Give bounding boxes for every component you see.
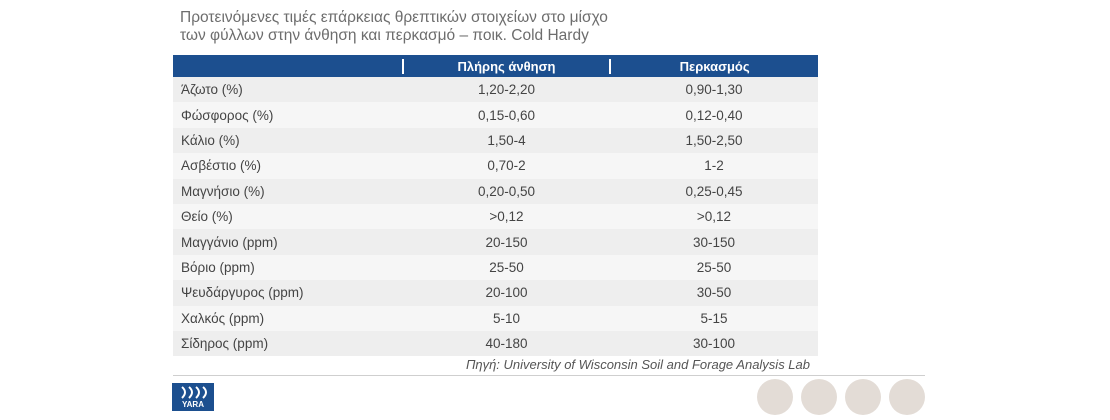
table-row: Χαλκός (ppm) 5-10 5-15 [173,305,818,331]
table-row: Μαγγάνιο (ppm) 20-150 30-150 [173,229,818,255]
row-label: Φώσφορος (%) [181,107,274,123]
cell: 1,50-2,50 [685,132,743,148]
table-row: Άζωτο (%) 1,20-2,20 0,90-1,30 [173,77,818,103]
logo: YARA [172,383,214,411]
row-label: Ασβέστιο (%) [181,158,262,174]
table-header: Πλήρης άνθηση Περκασμός [173,55,818,77]
divider [173,375,925,376]
title: Προτεινόμενες τιμές επάρκειας θρεπτικών … [180,9,820,45]
table-body: Άζωτο (%) 1,20-2,20 0,90-1,30 Φώσφορος (%) 0… [173,77,818,357]
row-label: Σίδηρος (ppm) [181,336,269,352]
cell: 1,20-2,20 [477,82,536,98]
cell: 30-150 [692,234,736,250]
cell: 25-50 [489,259,524,275]
table-row: Βόριο (ppm) 25-50 25-50 [173,254,818,281]
cell: >0,12 [489,209,524,225]
row-label: Ψευδάργυρος (ppm) [181,285,304,301]
cell: 5-15 [700,310,728,326]
cell: 0,20-0,50 [477,183,536,199]
cell: 0,70-2 [487,158,526,174]
nav-dot[interactable] [757,379,793,415]
cell: 30-50 [696,285,732,301]
cell: 30-100 [692,336,736,352]
cell: 5-10 [492,310,521,326]
cell: 1,50-4 [487,132,526,148]
title-line: Προτεινόμενες τιμές επάρκειας θρεπτικών … [180,9,608,26]
cell: 0,25-0,45 [685,183,743,199]
row-label: Βόριο (ppm) [181,259,255,275]
nav-dot[interactable] [845,379,881,415]
cell: 1-2 [704,158,724,174]
logo-text: YARA [182,400,204,409]
cell: 25-50 [696,259,732,275]
cell: 20-150 [485,234,528,250]
row-label: Κάλιο (%) [181,132,240,148]
header-cell: Περκασμός [609,58,818,74]
cell: 0,90-1,30 [685,82,743,98]
row-label: Μαγνήσιο (%) [181,183,265,199]
row-label: Μαγγάνιο (ppm) [181,234,278,250]
cell: 0,12-0,40 [685,107,743,123]
table: Πλήρης άνθηση Περκασμός Άζωτο (%) 1,20-2,… [173,55,818,357]
cell: 20-100 [485,285,528,301]
source: Πηγή: University of Wisconsin Soil and F… [465,357,810,372]
row-label: Χαλκός (ppm) [181,310,265,326]
table-row: Ψευδάργυρος (ppm) 20-100 30-50 [173,280,818,306]
nav-dot[interactable] [889,379,925,415]
table-row: Θείο (%) >0,12 >0,12 [173,203,818,230]
nav-dot[interactable] [801,379,837,415]
table-row: Ασβέστιο (%) 0,70-2 1-2 [173,153,818,179]
cell: 40-180 [485,336,528,352]
cell: 0,15-0,60 [477,107,536,123]
row-label: Θείο (%) [181,209,233,225]
title-line: των φύλλων στην άνθηση και περκασμό – πο… [180,27,589,44]
table-row: Κάλιο (%) 1,50-4 1,50-2,50 [173,127,818,154]
logo-icon [181,386,207,399]
cell: >0,12 [696,209,732,225]
row-label: Άζωτο (%) [181,82,243,98]
header-cell: Πλήρης άνθηση [401,58,610,74]
table-row: Μαγνήσιο (%) 0,20-0,50 0,25-0,45 [173,178,818,204]
table-row: Σίδηρος (ppm) 40-180 30-100 [173,330,818,357]
table-row: Φώσφορος (%) 0,15-0,60 0,12-0,40 [173,102,818,128]
